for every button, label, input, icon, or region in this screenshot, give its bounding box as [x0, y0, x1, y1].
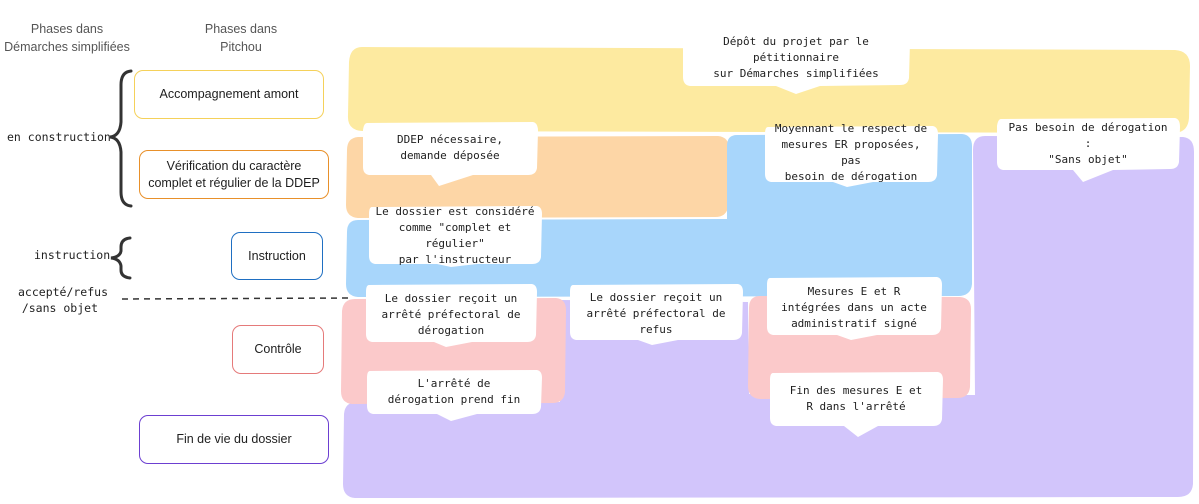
- phase-label: Accompagnement amont: [159, 87, 299, 101]
- bubble-shape: [683, 33, 911, 94]
- callout-arrete-refus: Le dossier reçoit un arrêté préfectoral …: [568, 283, 744, 345]
- bubble-shape: [765, 126, 938, 187]
- brace-en-construction-icon: [109, 69, 133, 208]
- callout-depot: Dépôt du projet par le pétitionnaire sur…: [680, 30, 912, 94]
- callout-ddep: DDEP nécessaire, demande déposée: [361, 120, 539, 186]
- region-purple-sans-objet: [343, 136, 1194, 498]
- phase-fin-de-vie: Fin de vie du dossier: [139, 415, 329, 464]
- bubble-shape: [369, 206, 542, 267]
- callout-moyennant: Moyennant le respect de mesures ER propo…: [763, 122, 939, 187]
- phase-accompagnement-amont: Accompagnement amont: [134, 70, 324, 119]
- callout-text: Pas besoin de dérogation : "Sans objet": [1008, 121, 1168, 166]
- callout-text: Le dossier reçoit un arrêté préfectoral …: [381, 292, 521, 337]
- bubble-shape: [767, 277, 942, 340]
- callout-text: Moyennant le respect de mesures ER propo…: [774, 122, 928, 183]
- phase-label: Contrôle: [254, 342, 302, 356]
- callout-text: Le dossier reçoit un arrêté préfectoral …: [586, 291, 726, 336]
- callout-text: Fin des mesures E et R dans l'arrêté: [789, 384, 923, 413]
- phase-instruction: Instruction: [231, 232, 323, 280]
- brace-instruction-icon: [110, 236, 132, 280]
- phase-label: Instruction: [248, 248, 306, 263]
- bubble-shape: [997, 118, 1180, 182]
- bubble-shape: [770, 372, 943, 437]
- bubble-shape: [363, 122, 538, 186]
- callout-pas-besoin: Pas besoin de dérogation : "Sans objet": [995, 116, 1181, 182]
- callout-text: Le dossier est considéré comme "complet …: [375, 205, 535, 266]
- callout-text: Dépôt du projet par le pétitionnaire sur…: [713, 35, 879, 80]
- header-phases-pitchou: Phases dans Pitchou: [204, 22, 278, 54]
- label-accepte-refus-sans-objet: accepté/refus /sans objet: [18, 285, 109, 315]
- callout-mesures-integrees: Mesures E et R intégrées dans un acte ad…: [765, 276, 943, 340]
- region-yellow-depot: [347, 47, 1190, 133]
- label-en-construction: en construction: [7, 130, 111, 144]
- callout-complet: Le dossier est considéré comme "complet …: [367, 205, 543, 267]
- callout-fin-mesures: Fin des mesures E et R dans l'arrêté: [768, 371, 944, 437]
- bubble-shape: [366, 284, 537, 347]
- header-phases-demarches: Phases dans Démarches simplifiées: [4, 22, 130, 54]
- callout-fin-arrete: L'arrêté de dérogation prend fin: [365, 369, 543, 421]
- phase-label: Fin de vie du dossier: [176, 432, 292, 446]
- phase-controle: Contrôle: [232, 325, 324, 374]
- label-instruction: instruction: [34, 248, 111, 262]
- phase-verification: Vérification du caractère complet et rég…: [139, 150, 329, 199]
- callout-text: DDEP nécessaire, demande déposée: [397, 133, 503, 162]
- callout-text: L'arrêté de dérogation prend fin: [387, 377, 521, 406]
- bubble-shape: [367, 370, 542, 421]
- callout-arrete-derogation: Le dossier reçoit un arrêté préfectoral …: [364, 283, 538, 347]
- phase-label: Vérification du caractère complet et rég…: [148, 158, 320, 190]
- bubble-shape: [570, 284, 743, 345]
- separator-dashed-line: [121, 297, 353, 300]
- callout-text: Mesures E et R intégrées dans un acte ad…: [781, 285, 927, 330]
